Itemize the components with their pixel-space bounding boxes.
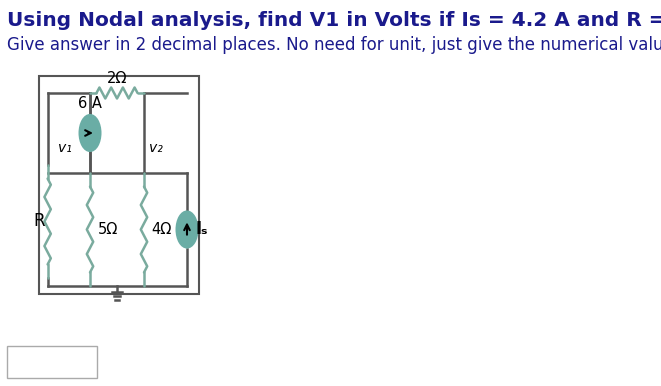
Text: Using Nodal analysis, find V1 in Volts if Is = 4.2 A and R = 8.6 Ohms.: Using Nodal analysis, find V1 in Volts i… <box>7 11 661 30</box>
Circle shape <box>176 212 198 247</box>
Text: 4Ω: 4Ω <box>151 222 172 237</box>
Text: Iₛ: Iₛ <box>195 220 208 239</box>
Text: Give answer in 2 decimal places. No need for unit, just give the numerical value: Give answer in 2 decimal places. No need… <box>7 36 661 54</box>
Text: R: R <box>34 213 46 230</box>
Text: 5Ω: 5Ω <box>98 222 118 237</box>
Circle shape <box>79 115 100 151</box>
Bar <box>40 76 198 294</box>
Bar <box>7 346 97 378</box>
Text: 6 A: 6 A <box>78 96 102 111</box>
Text: v₂: v₂ <box>149 141 163 155</box>
Text: v₁: v₁ <box>58 141 72 155</box>
Text: 2Ω: 2Ω <box>107 71 127 86</box>
